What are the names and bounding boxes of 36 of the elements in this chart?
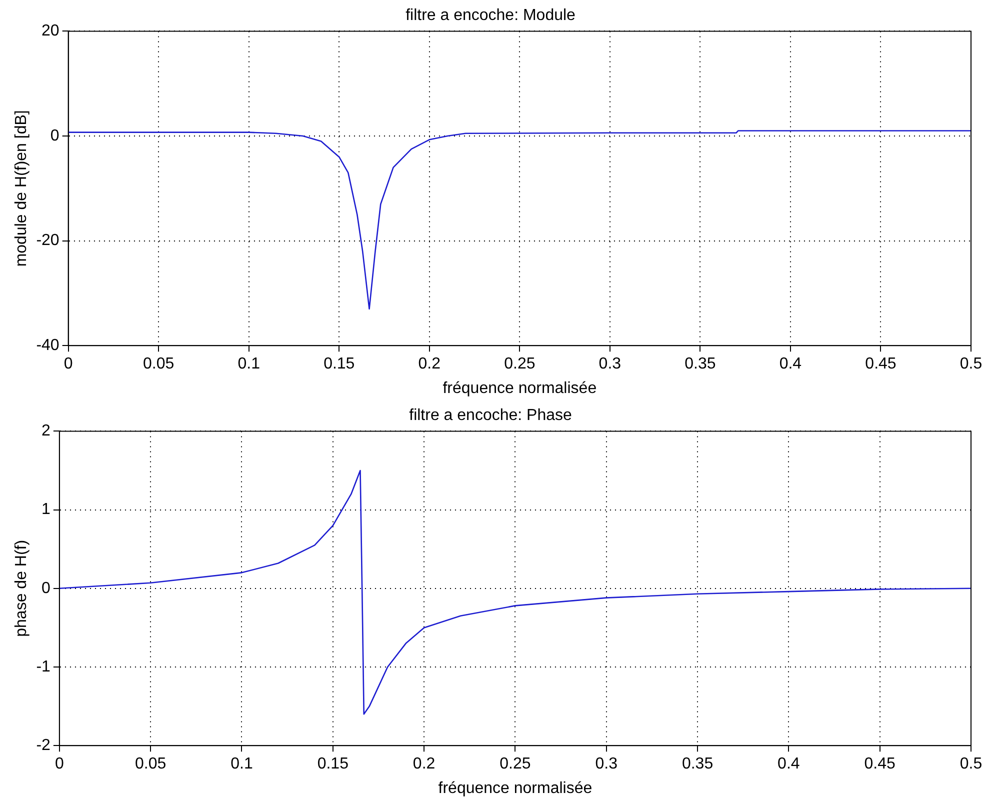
x-tick-label: 0.3 — [598, 356, 622, 373]
x-tick-label: 0.25 — [500, 756, 531, 773]
x-axis-title: fréquence normalisée — [442, 380, 597, 397]
x-tick-label: 0.5 — [960, 356, 982, 373]
chart-title: filtre a encoche: Module — [406, 7, 576, 24]
chart-title: filtre a encoche: Phase — [409, 407, 572, 424]
y-tick-label: 20 — [42, 22, 60, 40]
y-tick-label: 0 — [50, 127, 60, 144]
x-tick-label: 0.1 — [230, 756, 253, 773]
y-tick-label: 1 — [42, 501, 51, 518]
y-tick-label: -40 — [36, 337, 60, 354]
y-axis-title: module de H(f)en [dB] — [13, 110, 30, 267]
x-tick-label: 0.15 — [317, 756, 349, 773]
x-tick-label: 0 — [64, 356, 73, 373]
x-tick-label: 0.05 — [135, 756, 166, 773]
x-tick-label: 0.2 — [418, 356, 441, 373]
y-tick-label: -2 — [36, 737, 51, 754]
x-axis-title: fréquence normalisée — [438, 780, 592, 797]
y-axis-title: phase de H(f) — [13, 540, 30, 637]
x-tick-label: 0.15 — [324, 356, 355, 373]
x-tick-label: 0.05 — [143, 356, 174, 373]
x-tick-label: 0.5 — [960, 756, 982, 773]
y-tick-label: -20 — [36, 232, 60, 250]
x-tick-label: 0.45 — [865, 356, 896, 373]
x-tick-label: 0.45 — [864, 756, 896, 773]
x-tick-label: 0.4 — [778, 756, 800, 773]
x-tick-label: 0.3 — [595, 756, 618, 773]
x-tick-label: 0.1 — [238, 356, 260, 373]
x-tick-label: 0.35 — [684, 356, 716, 373]
x-tick-label: 0.4 — [779, 356, 802, 373]
y-tick-label: 2 — [42, 422, 51, 440]
x-tick-label: 0.2 — [412, 756, 436, 773]
x-tick-label: 0.35 — [682, 756, 714, 773]
y-tick-label: 0 — [42, 580, 51, 597]
x-tick-label: 0.25 — [504, 356, 536, 373]
y-tick-label: -1 — [36, 658, 51, 676]
